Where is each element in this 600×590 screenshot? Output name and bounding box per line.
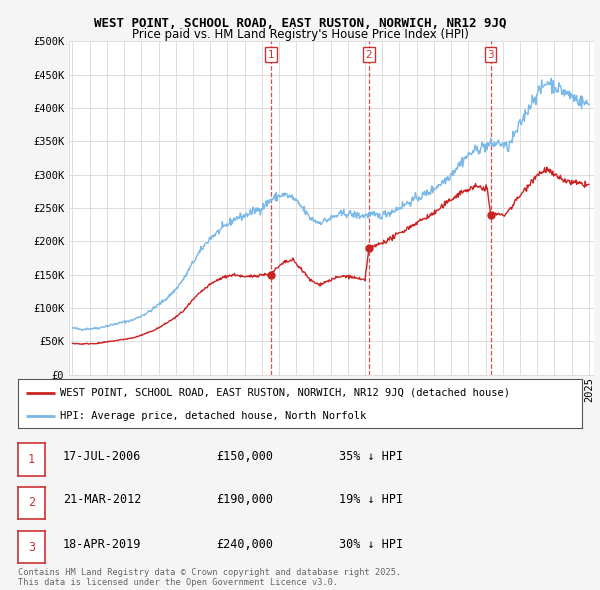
Text: 3: 3	[28, 540, 35, 554]
Text: 17-JUL-2006: 17-JUL-2006	[63, 450, 142, 463]
Text: 18-APR-2019: 18-APR-2019	[63, 537, 142, 550]
Text: WEST POINT, SCHOOL ROAD, EAST RUSTON, NORWICH, NR12 9JQ: WEST POINT, SCHOOL ROAD, EAST RUSTON, NO…	[94, 17, 506, 30]
Text: WEST POINT, SCHOOL ROAD, EAST RUSTON, NORWICH, NR12 9JQ (detached house): WEST POINT, SCHOOL ROAD, EAST RUSTON, NO…	[60, 388, 510, 398]
Text: £240,000: £240,000	[216, 537, 273, 550]
Text: £150,000: £150,000	[216, 450, 273, 463]
Text: Contains HM Land Registry data © Crown copyright and database right 2025.
This d: Contains HM Land Registry data © Crown c…	[18, 568, 401, 587]
Text: £190,000: £190,000	[216, 493, 273, 506]
Text: 30% ↓ HPI: 30% ↓ HPI	[339, 537, 403, 550]
Text: 1: 1	[268, 50, 274, 60]
Text: 35% ↓ HPI: 35% ↓ HPI	[339, 450, 403, 463]
Text: 1: 1	[28, 453, 35, 466]
Text: HPI: Average price, detached house, North Norfolk: HPI: Average price, detached house, Nort…	[60, 411, 367, 421]
Text: Price paid vs. HM Land Registry's House Price Index (HPI): Price paid vs. HM Land Registry's House …	[131, 28, 469, 41]
Text: 3: 3	[487, 50, 494, 60]
Text: 2: 2	[28, 496, 35, 510]
Text: 21-MAR-2012: 21-MAR-2012	[63, 493, 142, 506]
Text: 19% ↓ HPI: 19% ↓ HPI	[339, 493, 403, 506]
Text: 2: 2	[365, 50, 372, 60]
